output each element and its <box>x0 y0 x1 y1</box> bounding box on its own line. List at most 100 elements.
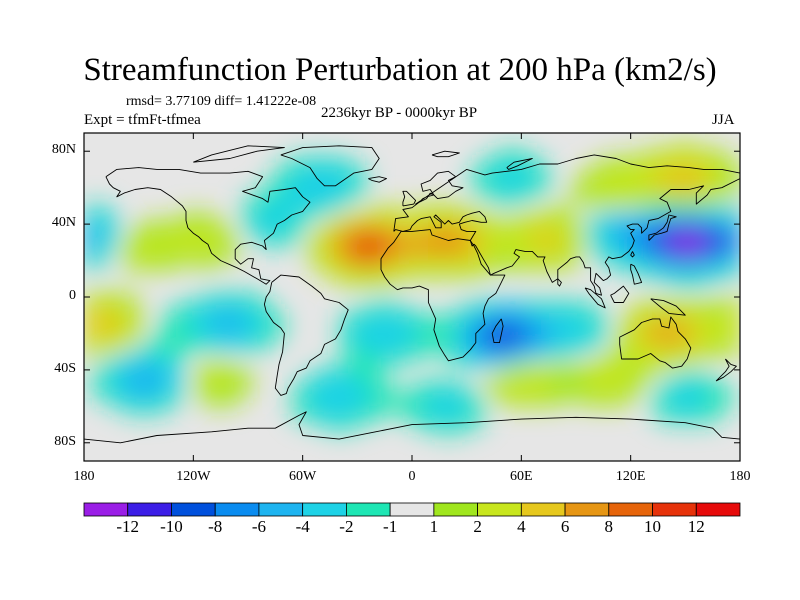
field-cell <box>596 213 605 222</box>
field-cell <box>660 149 669 158</box>
coast-australia <box>619 316 692 369</box>
field-cell <box>588 333 597 342</box>
field-cell <box>132 301 141 310</box>
field-cell <box>692 373 701 382</box>
field-cell <box>724 261 733 270</box>
field-cell <box>340 277 349 286</box>
field-cell <box>564 309 573 318</box>
field-cell <box>212 341 221 350</box>
field-cell <box>252 325 261 334</box>
field-cell <box>388 389 397 398</box>
field-cell <box>100 389 109 398</box>
field-cell <box>556 245 565 254</box>
field-cell <box>660 325 669 334</box>
field-cell <box>396 261 405 270</box>
field-cell <box>524 325 533 334</box>
field-cell <box>508 157 517 166</box>
field-cell <box>700 301 709 310</box>
x-tick-label: 120W <box>176 469 211 484</box>
field-cell <box>668 221 677 230</box>
field-cell <box>404 261 413 270</box>
field-cell <box>540 181 549 190</box>
field-cell <box>268 309 277 318</box>
field-cell <box>668 237 677 246</box>
field-cell <box>84 229 93 238</box>
field-cell <box>692 405 701 414</box>
field-cell <box>684 205 693 214</box>
field-cell <box>284 237 293 246</box>
field-cell <box>628 389 637 398</box>
field-cell <box>652 261 661 270</box>
field-cell <box>284 189 293 198</box>
field-cell <box>676 149 685 158</box>
field-cell <box>508 389 517 398</box>
field-cell <box>156 245 165 254</box>
field-cell <box>596 189 605 198</box>
field-cell <box>660 349 669 358</box>
field-cell <box>268 205 277 214</box>
chart-title: Streamfunction Perturbation at 200 hPa (… <box>83 52 717 88</box>
field-cell <box>236 317 245 326</box>
field-cell <box>260 333 269 342</box>
field-cell <box>196 221 205 230</box>
field-cell <box>380 301 389 310</box>
field-cell <box>700 189 709 198</box>
field-cell <box>620 381 629 390</box>
field-cell <box>108 333 117 342</box>
colorbar-label: 10 <box>644 517 662 536</box>
field-cell <box>676 277 685 286</box>
coast-philippines <box>630 263 643 285</box>
field-cell <box>484 245 493 254</box>
field-cell <box>572 253 581 262</box>
field-cell <box>140 381 149 390</box>
field-cell <box>340 389 349 398</box>
field-cell <box>124 357 133 366</box>
field-cell <box>420 237 429 246</box>
field-cell <box>316 389 325 398</box>
field-cell <box>468 269 477 278</box>
field-cell <box>644 157 653 166</box>
field-cell <box>340 381 349 390</box>
field-cell <box>676 221 685 230</box>
field-cell <box>444 261 453 270</box>
field-cell <box>332 165 341 174</box>
field-cell <box>220 253 229 262</box>
field-cell <box>404 405 413 414</box>
field-cell <box>348 261 357 270</box>
field-cell <box>548 373 557 382</box>
field-cell <box>612 213 621 222</box>
field-cell <box>716 253 725 262</box>
field-cell <box>140 253 149 262</box>
field-cell <box>636 333 645 342</box>
field-cell <box>372 389 381 398</box>
field-cell <box>140 221 149 230</box>
field-cell <box>516 213 525 222</box>
field-cell <box>404 317 413 326</box>
field-cell <box>404 325 413 334</box>
field-cell <box>100 245 109 254</box>
field-cell <box>332 389 341 398</box>
field-cell <box>276 181 285 190</box>
field-cell <box>332 197 341 206</box>
field-cell <box>92 373 101 382</box>
field-cell <box>588 165 597 174</box>
field-cell <box>548 333 557 342</box>
field-cell <box>180 237 189 246</box>
field-cell <box>604 389 613 398</box>
field-cell <box>724 221 733 230</box>
field-cell <box>468 413 477 422</box>
field-cell <box>116 325 125 334</box>
field-cell <box>596 165 605 174</box>
field-cell <box>484 317 493 326</box>
field-cell <box>124 261 133 270</box>
field-cell <box>292 397 301 406</box>
field-cell <box>716 333 725 342</box>
field-cell <box>716 301 725 310</box>
field-cell <box>116 341 125 350</box>
field-cell <box>676 197 685 206</box>
field-cell <box>468 245 477 254</box>
field-cell <box>140 349 149 358</box>
field-cell <box>228 341 237 350</box>
field-cell <box>532 341 541 350</box>
field-cell <box>684 149 693 158</box>
